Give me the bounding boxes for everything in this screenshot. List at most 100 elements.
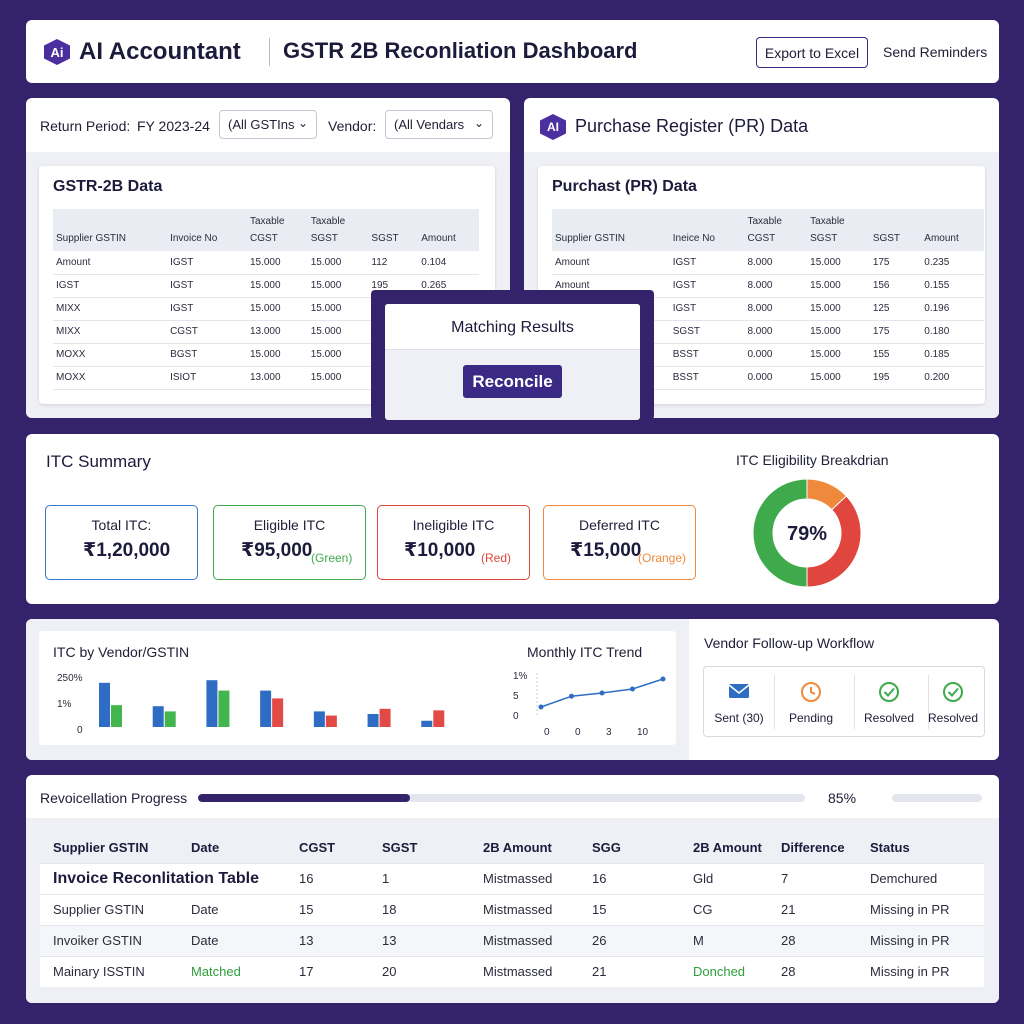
table-cell: 15.000 <box>807 297 870 321</box>
kpi-tag: (Green) <box>311 551 353 565</box>
app-brand: AI Accountant <box>79 38 241 65</box>
table-cell: MOXX <box>53 366 168 390</box>
reconciliation-panel: Revoicellation Progress 85% Supplier GST… <box>26 775 999 1003</box>
table-row[interactable]: Mainary ISSTIN Matched 17 20 Mistmassed 21 Don… <box>40 955 984 987</box>
table-cell: 16 <box>579 862 680 894</box>
gstin-select-value: (All GSTIns <box>228 117 295 132</box>
column-header-line: CGST <box>747 233 776 244</box>
table-cell: 175 <box>869 251 922 275</box>
table-cell: BGST <box>167 343 247 367</box>
workflow-resolved[interactable]: Resolved <box>918 667 988 737</box>
table-cell: 13.000 <box>246 320 308 344</box>
mail-icon <box>728 684 750 698</box>
progress-bar <box>198 794 805 802</box>
table-cell: 0.000 <box>744 366 808 390</box>
y-tick-label: 0 <box>513 711 519 722</box>
table-cell: 15 <box>579 893 680 925</box>
progress-bar-fill <box>198 794 411 802</box>
table-cell: 13.000 <box>246 366 308 390</box>
bar-v4-c[interactable] <box>272 698 284 727</box>
workflow-pending[interactable]: Pending <box>776 667 846 737</box>
trend-point[interactable] <box>538 704 544 710</box>
table-cell: Mistmassed <box>470 893 579 925</box>
workflow-resolved[interactable]: Resolved <box>854 667 924 737</box>
kpi-value: ₹95,000 <box>241 540 313 561</box>
column-header: Taxable SGST <box>807 209 870 251</box>
bar-v6-c[interactable] <box>379 708 391 727</box>
table-cell: 28 <box>768 924 857 956</box>
table-row[interactable]: Invoiker GSTIN Date 13 13 Mistmassed 26 M 28 Mis… <box>40 924 984 956</box>
table-cell: 20 <box>369 955 470 987</box>
bar-v2-a[interactable] <box>152 706 164 727</box>
table-cell: IGST <box>53 274 168 298</box>
table-cell: Date <box>178 893 286 925</box>
column-header-line <box>924 213 981 230</box>
table-row[interactable]: IGST IGST 15.000 15.000 195 0.265 <box>53 274 479 298</box>
column-header: SGST <box>869 209 922 251</box>
bar-v6-a[interactable] <box>367 714 379 727</box>
table-cell: 8.000 <box>744 320 808 344</box>
bar-v3-a[interactable] <box>206 680 218 727</box>
column-header-line: Amount <box>421 233 456 244</box>
table-cell: Missing in PR <box>857 893 984 925</box>
column-header: Ineice No <box>669 209 745 251</box>
bar-v3-b[interactable] <box>218 690 230 727</box>
column-header-line: Supplier GSTIN <box>56 233 127 244</box>
vendor-select[interactable]: (All Vendars ⌄ <box>385 110 493 139</box>
bar-v5-c[interactable] <box>325 715 337 727</box>
column-header: Supplier GSTIN <box>552 209 670 251</box>
table-cell: 8.000 <box>744 274 808 298</box>
workflow-sent[interactable]: Sent (30) <box>704 667 774 737</box>
table-cell: IGST <box>167 251 247 275</box>
bar-v7-a[interactable] <box>421 720 433 727</box>
column-header: Status <box>870 840 910 856</box>
table-row[interactable]: Invoice Reconlitation Table 16 1 Mistmassed… <box>40 862 984 894</box>
column-header-line: Taxable <box>249 216 285 227</box>
column-header-line: Ineice No <box>672 233 715 244</box>
workflow-label: Sent (30) <box>714 711 764 725</box>
table-cell: 15.000 <box>307 366 369 390</box>
table-cell: CGST <box>167 320 247 344</box>
table-cell: 13 <box>286 924 369 956</box>
table-cell: Demchured <box>857 862 984 894</box>
table-cell: Mistmassed <box>470 924 579 956</box>
table-cell: Gld <box>680 862 768 894</box>
gstin-select[interactable]: (All GSTIns ⌄ <box>219 110 317 139</box>
table-cell: ISIOT <box>167 366 247 390</box>
table-cell: 15.000 <box>807 320 870 344</box>
bar-v2-b[interactable] <box>164 711 176 727</box>
y-tick-label: 0 <box>77 725 83 736</box>
table-cell: 0.000 <box>744 343 808 367</box>
column-header-line: Taxable <box>747 216 782 227</box>
table-cell: Mainary ISSTIN <box>40 955 178 987</box>
bar-v4-a[interactable] <box>260 690 272 727</box>
table-cell: 8.000 <box>744 251 808 275</box>
table-cell: BSST <box>669 343 745 367</box>
reconcile-button[interactable]: Reconcile <box>463 365 562 398</box>
table-cell: 0.185 <box>921 343 984 367</box>
table-cell: Amount <box>552 251 670 275</box>
trend-point[interactable] <box>660 676 666 682</box>
trend-point[interactable] <box>630 686 635 692</box>
table-cell: 17 <box>286 955 369 987</box>
bar-v1-b[interactable] <box>111 705 122 727</box>
trend-point[interactable] <box>569 693 574 699</box>
bar-v7-c[interactable] <box>433 710 445 727</box>
column-header-line: Amount <box>924 233 959 244</box>
bar-v1-a[interactable] <box>99 682 110 727</box>
table-cell: MIXX <box>53 320 168 344</box>
trend-point[interactable] <box>599 690 605 696</box>
bar-v5-a[interactable] <box>313 711 325 727</box>
table-row[interactable]: Amount IGST 8.000 15.000 175 0.235 <box>552 251 984 275</box>
return-period-value[interactable]: FY 2023-24 <box>137 118 210 134</box>
table-cell: 15.000 <box>307 320 369 344</box>
table-cell: 125 <box>869 297 922 321</box>
table-row[interactable]: Supplier GSTIN Date 15 18 Mistmassed 15 CG 21 Mi… <box>40 893 984 925</box>
column-header-line: SGST <box>810 233 838 244</box>
table-cell: Donched <box>680 955 768 987</box>
table-row[interactable]: Amount IGST 15.000 15.000 112 0.104 <box>53 251 479 275</box>
table-cell: 156 <box>869 274 922 298</box>
export-excel-button[interactable]: Export to Excel <box>756 37 868 68</box>
chevron-down-icon: ⌄ <box>297 116 308 130</box>
send-reminders-button[interactable]: Send Reminders <box>883 44 988 60</box>
